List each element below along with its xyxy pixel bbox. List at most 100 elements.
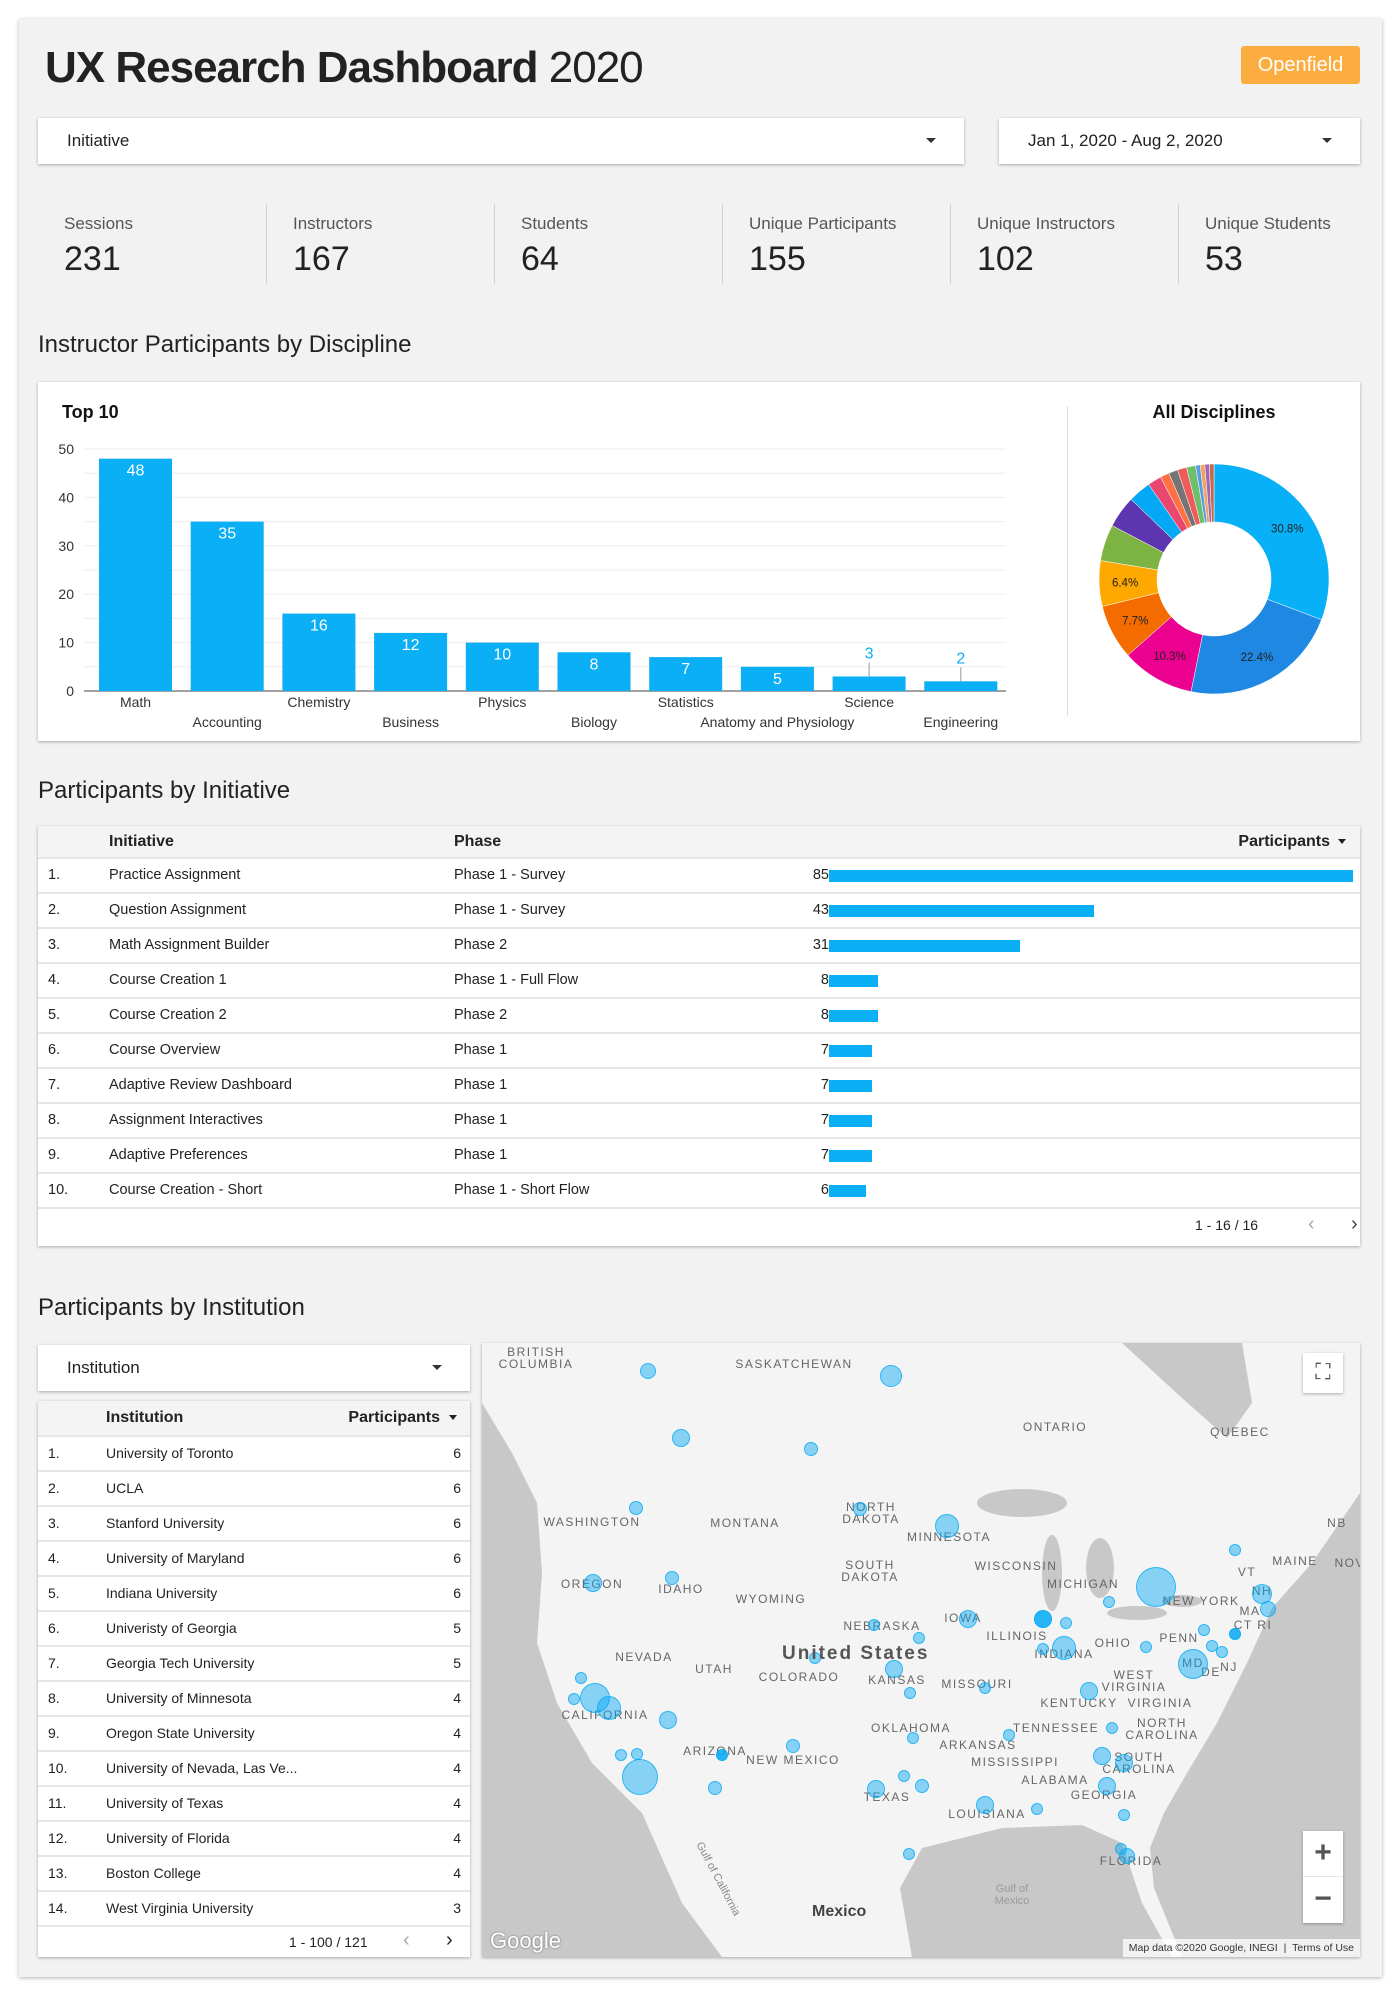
map-bubble[interactable]	[1034, 1610, 1052, 1628]
fullscreen-button[interactable]: ⛶	[1303, 1353, 1343, 1393]
map-bubble[interactable]	[1052, 1636, 1076, 1660]
next-page-button[interactable]: ›	[1351, 1213, 1358, 1235]
bar-chemistry[interactable]	[282, 613, 356, 691]
map-bubble[interactable]	[1080, 1682, 1098, 1700]
map-bubble[interactable]	[716, 1749, 728, 1761]
table-row[interactable]: 7. Adaptive Review Dashboard Phase 1 7	[38, 1067, 1360, 1102]
next-page-button[interactable]: ›	[446, 1929, 453, 1951]
map-bubble[interactable]	[584, 1574, 602, 1592]
bar-math[interactable]	[99, 458, 172, 691]
map-bubble[interactable]	[1136, 1567, 1176, 1607]
map-bubble[interactable]	[868, 1619, 880, 1631]
table-row[interactable]: 6. Course Overview Phase 1 7	[38, 1032, 1360, 1067]
map-bubble[interactable]	[1140, 1641, 1152, 1653]
table-row[interactable]: 13. Boston College 4	[38, 1855, 470, 1890]
bar-science[interactable]	[832, 676, 906, 691]
map-bubble[interactable]	[786, 1739, 800, 1753]
table-row[interactable]: 4. Course Creation 1 Phase 1 - Full Flow…	[38, 962, 1360, 997]
table-row[interactable]: 3. Math Assignment Builder Phase 2 31	[38, 927, 1360, 962]
table-row[interactable]: 14. West Virginia University 3	[38, 1890, 470, 1925]
table-row[interactable]: 6. Univeristy of Georgia 5	[38, 1610, 470, 1645]
map-bubble[interactable]	[575, 1672, 587, 1684]
table-row[interactable]: 12. University of Florida 4	[38, 1820, 470, 1855]
map-bubble[interactable]	[1115, 1754, 1133, 1772]
bar-accounting[interactable]	[190, 521, 264, 691]
zoom-out-button[interactable]: −	[1314, 1882, 1332, 1915]
map-bubble[interactable]	[915, 1779, 929, 1793]
map-bubble[interactable]	[1103, 1596, 1115, 1608]
sort-desc-icon[interactable]	[1338, 839, 1346, 844]
table-row[interactable]: 10. University of Nevada, Las Ve... 4	[38, 1750, 470, 1785]
terms-of-use-link[interactable]: Terms of Use	[1292, 1942, 1354, 1954]
bar-physics[interactable]	[465, 642, 539, 691]
map-bubble[interactable]	[1119, 1848, 1135, 1864]
map-bubble[interactable]	[904, 1687, 916, 1699]
zoom-in-button[interactable]: +	[1303, 1831, 1343, 1877]
map-bubble[interactable]	[597, 1696, 621, 1720]
map-bubble[interactable]	[809, 1652, 821, 1664]
table-row[interactable]: 8. Assignment Interactives Phase 1 7	[38, 1102, 1360, 1137]
prev-page-button[interactable]: ‹	[403, 1929, 410, 1951]
map-bubble[interactable]	[1198, 1624, 1210, 1636]
column-header-institution[interactable]: Institution	[106, 1409, 184, 1426]
table-row[interactable]: 1. Practice Assignment Phase 1 - Survey …	[38, 857, 1360, 892]
map-bubble[interactable]	[1206, 1640, 1218, 1652]
map-bubble[interactable]	[1093, 1747, 1111, 1765]
table-row[interactable]: 9. Adaptive Preferences Phase 1 7	[38, 1137, 1360, 1172]
map-bubble[interactable]	[1216, 1646, 1228, 1658]
table-row[interactable]: 2. UCLA 6	[38, 1470, 470, 1505]
table-row[interactable]: 5. Indiana University 6	[38, 1575, 470, 1610]
bar-anatomy-and-physiology[interactable]	[740, 666, 814, 691]
map-bubble[interactable]	[1003, 1729, 1015, 1741]
map-bubble[interactable]	[976, 1796, 994, 1814]
bar-biology[interactable]	[557, 652, 631, 691]
bar-business[interactable]	[374, 632, 448, 691]
institution-map[interactable]: BRITISH COLUMBIA SASKATCHEWAN ONTARIO QUEBE…	[482, 1343, 1360, 1957]
map-bubble[interactable]	[1106, 1722, 1118, 1734]
donut-slice[interactable]	[1209, 463, 1215, 523]
map-bubble[interactable]	[979, 1682, 991, 1694]
table-row[interactable]: 11. University of Texas 4	[38, 1785, 470, 1820]
donut-slice[interactable]	[1190, 598, 1322, 695]
map-bubble[interactable]	[903, 1848, 915, 1860]
institution-filter-dropdown[interactable]: Institution	[38, 1345, 470, 1391]
map-bubble[interactable]	[1060, 1617, 1072, 1629]
map-bubble[interactable]	[1118, 1809, 1130, 1821]
map-bubble[interactable]	[913, 1632, 925, 1644]
table-row[interactable]: 1. University of Toronto 6	[38, 1435, 470, 1470]
table-row[interactable]: 2. Question Assignment Phase 1 - Survey …	[38, 892, 1360, 927]
map-bubble[interactable]	[1031, 1803, 1043, 1815]
map-bubble[interactable]	[885, 1660, 903, 1678]
map-bubble[interactable]	[804, 1442, 818, 1456]
map-bubble[interactable]	[568, 1693, 580, 1705]
map-bubble[interactable]	[907, 1732, 919, 1744]
table-row[interactable]: 9. Oregon State University 4	[38, 1715, 470, 1750]
map-bubble[interactable]	[898, 1770, 910, 1782]
map-bubble[interactable]	[959, 1610, 977, 1628]
map-bubble[interactable]	[640, 1363, 656, 1379]
map-bubble[interactable]	[935, 1514, 959, 1538]
bar-engineering[interactable]	[924, 681, 998, 691]
prev-page-button[interactable]: ‹	[1308, 1213, 1315, 1235]
map-bubble[interactable]	[867, 1780, 885, 1798]
map-bubble[interactable]	[1098, 1777, 1116, 1795]
column-header-participants[interactable]: Participants	[1238, 833, 1330, 850]
column-header-phase[interactable]: Phase	[454, 833, 502, 850]
map-bubble[interactable]	[629, 1501, 643, 1515]
map-bubble[interactable]	[880, 1365, 902, 1387]
bar-statistics[interactable]	[649, 657, 723, 691]
map-bubble[interactable]	[672, 1429, 690, 1447]
map-bubble[interactable]	[659, 1711, 677, 1729]
map-bubble[interactable]	[853, 1502, 867, 1516]
table-row[interactable]: 10. Course Creation - Short Phase 1 - Sh…	[38, 1172, 1360, 1207]
table-row[interactable]: 3. Stanford University 6	[38, 1505, 470, 1540]
map-bubble[interactable]	[1037, 1643, 1049, 1655]
map-bubble[interactable]	[1178, 1649, 1208, 1679]
sort-desc-icon[interactable]	[449, 1415, 457, 1420]
map-bubble[interactable]	[708, 1781, 722, 1795]
table-row[interactable]: 4. University of Maryland 6	[38, 1540, 470, 1575]
initiative-filter-dropdown[interactable]: Initiative	[38, 118, 964, 164]
map-bubble[interactable]	[1229, 1628, 1241, 1640]
map-bubble[interactable]	[622, 1759, 658, 1795]
table-row[interactable]: 8. University of Minnesota 4	[38, 1680, 470, 1715]
